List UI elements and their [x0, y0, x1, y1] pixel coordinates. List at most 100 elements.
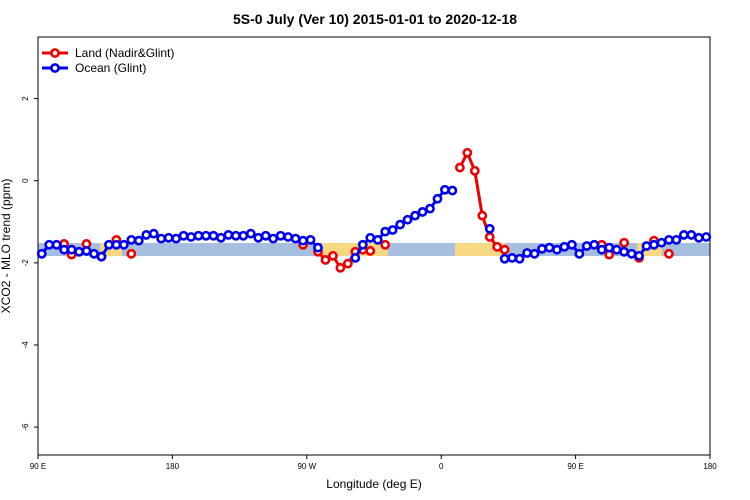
data-point: [350, 253, 361, 263]
data-point: [126, 234, 137, 245]
data-point: [552, 244, 562, 255]
data-point: [89, 248, 99, 259]
data-point: [492, 241, 503, 252]
data-point: [634, 250, 644, 261]
data-point: [96, 251, 107, 262]
data-point: [328, 250, 338, 261]
data-point: [365, 246, 376, 256]
x-tick-label: 0: [439, 462, 444, 471]
x-tick-label: 90 E: [30, 462, 46, 471]
data-point: [59, 244, 70, 255]
legend: Land (Nadir&Glint)Ocean (Glint): [42, 46, 174, 75]
data-point: [566, 239, 577, 250]
data-point: [245, 228, 256, 239]
data-point: [469, 165, 480, 176]
data-point: [425, 203, 435, 214]
data-point: [81, 246, 92, 256]
x-tick-label: 180: [703, 462, 717, 471]
data-point: [507, 253, 518, 263]
data-point: [484, 232, 495, 242]
data-point: [342, 258, 353, 269]
data-point: [619, 237, 630, 248]
data-point: [477, 210, 488, 221]
data-point: [74, 246, 84, 257]
legend-marker: [50, 48, 60, 58]
data-point: [686, 230, 697, 240]
data-point: [66, 244, 77, 255]
data-point: [596, 244, 607, 255]
data-point: [440, 184, 450, 195]
x-tick-label: 90 E: [567, 462, 583, 471]
series: [36, 184, 712, 264]
data-point: [305, 234, 316, 245]
legend-marker: [50, 63, 60, 73]
data-point: [454, 162, 465, 173]
data-point: [126, 248, 137, 259]
data-point: [522, 248, 532, 258]
data-point: [44, 239, 55, 250]
data-point: [372, 234, 383, 245]
data-point: [193, 230, 204, 241]
data-point: [380, 239, 391, 250]
legend-label: Ocean (Glint): [75, 61, 146, 75]
x-axis-label: Longitude (deg E): [326, 477, 421, 491]
data-point: [171, 233, 182, 244]
data-point: [574, 248, 585, 259]
data-point: [290, 233, 301, 244]
data-point: [260, 230, 271, 241]
data-point: [484, 223, 495, 234]
data-point: [395, 219, 406, 230]
data-point: [253, 232, 264, 243]
data-point: [649, 239, 659, 250]
data-point: [671, 234, 682, 245]
plot-area: [36, 147, 712, 273]
data-point: [298, 235, 308, 246]
data-point: [118, 239, 129, 250]
data-point: [268, 233, 279, 244]
data-point: [604, 242, 615, 253]
data-point: [529, 248, 540, 259]
data-point: [178, 230, 189, 241]
data-point: [163, 232, 174, 243]
y-tick-label: 2: [21, 96, 30, 101]
y-tick-label: -2: [21, 259, 30, 267]
data-point: [514, 253, 525, 264]
data-point: [133, 235, 144, 246]
y-tick-label: 0: [21, 178, 30, 183]
data-point: [581, 241, 592, 251]
data-point: [223, 230, 234, 240]
data-point: [320, 255, 331, 265]
x-tick-label: 90 W: [297, 462, 316, 471]
legend-label: Land (Nadir&Glint): [75, 46, 174, 60]
data-point: [141, 230, 152, 240]
plot-frame: [37, 36, 711, 456]
data-point: [544, 242, 555, 253]
data-point: [641, 241, 652, 251]
data-point: [104, 239, 114, 250]
data-point: [417, 207, 428, 217]
data-point: [365, 232, 376, 243]
data-point: [51, 239, 62, 250]
data-point: [589, 239, 600, 250]
data-point: [238, 230, 249, 241]
data-point: [693, 232, 704, 243]
data-point: [36, 248, 47, 259]
data-point: [230, 230, 241, 241]
data-point: [380, 226, 391, 237]
data-point: [208, 230, 219, 241]
chart-title: 5S-0 July (Ver 10) 2015-01-01 to 2020-12…: [233, 11, 517, 27]
data-point: [499, 244, 510, 255]
data-point: [335, 262, 346, 273]
data-point: [447, 185, 458, 196]
data-point: [462, 147, 473, 158]
x-tick-label: 180: [166, 462, 180, 471]
data-point: [148, 228, 159, 239]
data-point: [357, 239, 368, 250]
data-point: [499, 253, 510, 264]
data-point: [313, 242, 323, 253]
y-axis-label: XCO2 - MLO trend (ppm): [0, 179, 13, 314]
y-tick-label: -4: [21, 341, 30, 349]
data-point: [611, 244, 622, 255]
data-point: [664, 248, 674, 259]
